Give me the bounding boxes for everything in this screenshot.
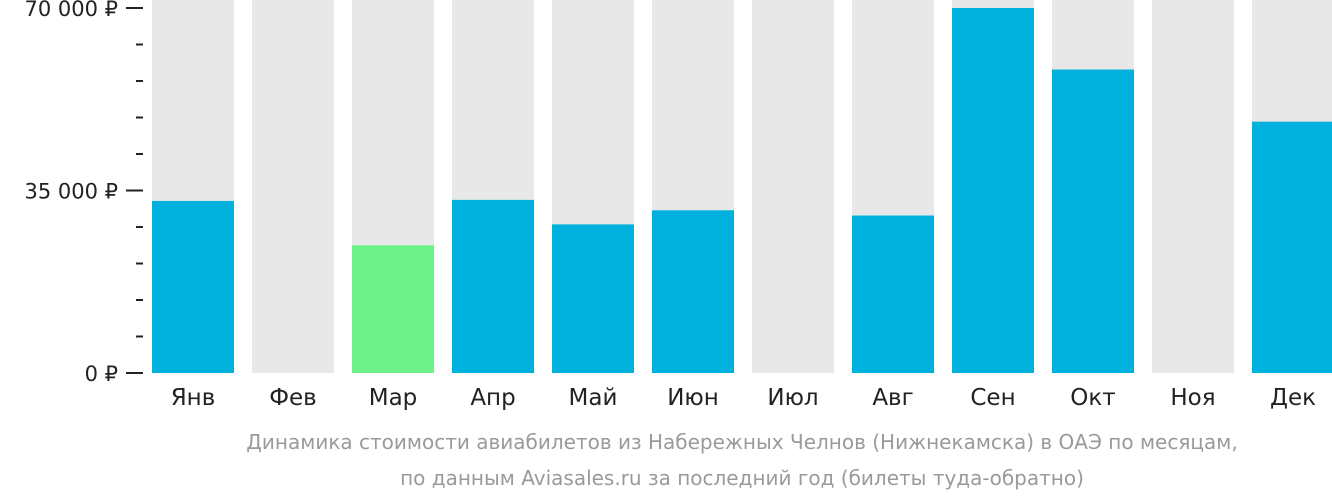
price-bar-chart: 0 ₽ 35 000 ₽ 70 000 ₽ Янв Фев Мар Апр Май Июн Ию… [24, 0, 1332, 411]
x-tick-label: Фев [269, 385, 317, 411]
x-tick-label: Янв [171, 385, 216, 411]
x-tick-label: Мар [369, 385, 418, 411]
chart-caption-line-1: Динамика стоимости авиабилетов из Набере… [246, 430, 1238, 454]
bar [152, 200, 234, 373]
bar [852, 215, 934, 373]
y-axis: 0 ₽ 35 000 ₽ 70 000 ₽ [24, 0, 143, 386]
bar-lowest-price [352, 245, 434, 373]
bar [652, 210, 734, 373]
background-bar [252, 0, 334, 373]
x-tick-label: Апр [470, 385, 515, 411]
x-tick-label: Ноя [1170, 385, 1215, 411]
x-tick-label: Дек [1270, 385, 1316, 411]
value-bars [152, 8, 1332, 374]
y-tick-label: 35 000 ₽ [24, 180, 118, 204]
background-bar [752, 0, 834, 373]
bar [1052, 69, 1134, 374]
x-tick-label: Окт [1070, 385, 1115, 411]
x-tick-label: Сен [970, 385, 1015, 411]
x-tick-label: Июн [667, 385, 719, 411]
chart-caption-line-2: по данным Aviasales.ru за последний год … [400, 466, 1084, 490]
bar [452, 199, 534, 373]
background-bar [1152, 0, 1234, 373]
background-bars [152, 0, 1332, 373]
bar [1252, 121, 1332, 374]
x-axis-labels: Янв Фев Мар Апр Май Июн Июл Авг Сен Окт Ноя Дек [171, 385, 1316, 411]
y-tick-label: 0 ₽ [85, 362, 118, 386]
x-tick-label: Июл [767, 385, 818, 411]
bar [952, 8, 1034, 373]
x-tick-label: Авг [872, 385, 913, 411]
bar [552, 224, 634, 373]
x-tick-label: Май [569, 385, 618, 411]
y-tick-label: 70 000 ₽ [24, 0, 118, 21]
